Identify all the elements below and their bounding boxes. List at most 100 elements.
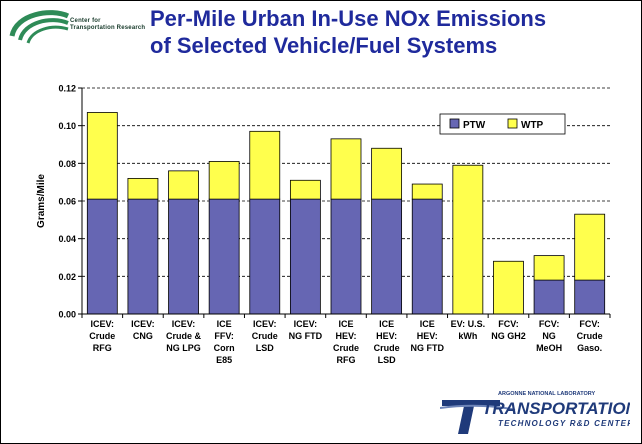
bar-wtp-11 bbox=[533, 255, 565, 281]
y-tick-label-1: 0.02 bbox=[58, 272, 76, 282]
x-tick-label-line: NG FTD bbox=[289, 331, 323, 341]
bar-wtp-3 bbox=[208, 161, 240, 200]
x-tick-label-line: Corn bbox=[214, 343, 235, 353]
bar-wtp-4 bbox=[249, 130, 281, 200]
y-axis-label: Grams/Mile bbox=[36, 174, 47, 228]
bar-ptw-6 bbox=[330, 198, 362, 315]
x-tick-label-line: RFG bbox=[337, 355, 356, 365]
x-tick-label-0: ICEV: Crude RFG bbox=[89, 319, 115, 353]
y-tick-label-2: 0.04 bbox=[58, 234, 76, 244]
legend-box bbox=[439, 113, 566, 135]
x-tick-label-line: NG LPG bbox=[166, 343, 201, 353]
footer-main-text: TRANSPORTATION bbox=[482, 399, 630, 418]
logo-text-line1: Center for bbox=[70, 18, 101, 24]
x-tick-label-line: ICEV: bbox=[294, 319, 318, 329]
y-tick-label-5: 0.10 bbox=[58, 121, 76, 131]
x-tick-label-line: HEV: bbox=[376, 331, 397, 341]
x-tick-label-1: ICEV: CNG bbox=[131, 319, 155, 341]
x-tick-label-line: Gaso. bbox=[577, 343, 602, 353]
x-tick-label-line: Crude bbox=[577, 331, 603, 341]
x-tick-label-line: Crude bbox=[333, 343, 359, 353]
x-tick-label-9: EV: U.S. kWh bbox=[451, 319, 486, 341]
x-tick-label-line: Crude & bbox=[166, 331, 202, 341]
bar-wtp-7 bbox=[371, 147, 403, 200]
legend-swatch-ptw bbox=[449, 118, 460, 129]
bar-ptw-2 bbox=[168, 198, 199, 315]
x-tick-label-line: ICE bbox=[217, 319, 232, 329]
y-tick-label-3: 0.06 bbox=[58, 197, 76, 207]
x-tick-label-line: kWh bbox=[458, 331, 477, 341]
x-tick-label-line: E85 bbox=[216, 355, 232, 365]
x-tick-label-line: ICEV: bbox=[172, 319, 196, 329]
x-tick-label-line: FCV: bbox=[579, 319, 600, 329]
legend-swatch-wtp bbox=[507, 118, 518, 129]
bar-ptw-1 bbox=[127, 198, 159, 315]
logo-swoosh-2 bbox=[18, 18, 69, 41]
logo-text-line2: Transportation Research bbox=[70, 25, 146, 31]
x-tick-label-6: ICE HEV: Crude RFG bbox=[333, 319, 359, 365]
title-line-1: Per-Mile Urban In-Use NOx Emissions bbox=[150, 6, 547, 31]
x-tick-label-line: ICEV: bbox=[253, 319, 277, 329]
bar-wtp-5 bbox=[289, 179, 321, 200]
x-tick-label-11: FCV: NG MeOH bbox=[536, 319, 562, 353]
x-tick-label-line: CNG bbox=[133, 331, 153, 341]
bar-ptw-8 bbox=[411, 198, 443, 315]
x-tick-label-line: NG bbox=[542, 331, 556, 341]
y-tick-label-0: 0.00 bbox=[58, 310, 76, 320]
x-tick-label-3: ICE FFV: Corn E85 bbox=[214, 319, 235, 365]
footer-swoosh bbox=[440, 404, 516, 411]
x-tick-label-line: NG GH2 bbox=[491, 331, 526, 341]
bar-wtp-8 bbox=[411, 183, 443, 200]
x-tick-label-5: ICEV: NG FTD bbox=[289, 319, 323, 341]
x-tick-label-line: ICE bbox=[420, 319, 435, 329]
bar-ptw-12 bbox=[574, 279, 606, 315]
bar-wtp-2 bbox=[168, 170, 199, 200]
slide-title: Per-Mile Urban In-Use NOx Emissions of S… bbox=[150, 5, 590, 59]
bar-wtp-1 bbox=[127, 177, 159, 200]
title-line-2: of Selected Vehicle/Fuel Systems bbox=[150, 33, 498, 58]
x-tick-label-line: Crude bbox=[374, 343, 400, 353]
x-tick-label-4: ICEV: Crude LSD bbox=[252, 319, 278, 353]
bar-ptw-4 bbox=[249, 198, 281, 315]
bar-wtp-10 bbox=[493, 260, 524, 315]
logo-text: Center for Transportation Research bbox=[70, 18, 145, 32]
x-tick-label-line: HEV: bbox=[417, 331, 438, 341]
x-tick-label-line: RFG bbox=[93, 343, 112, 353]
x-tick-label-line: Crude bbox=[252, 331, 278, 341]
x-tick-label-2: ICEV: Crude & NG LPG bbox=[166, 319, 202, 353]
x-tick-label-line: ICEV: bbox=[131, 319, 155, 329]
x-tick-label-line: ICEV: bbox=[91, 319, 115, 329]
y-tick-label-4: 0.08 bbox=[58, 159, 76, 169]
x-tick-label-line: FCV: bbox=[498, 319, 519, 329]
x-tick-label-line: EV: U.S. bbox=[451, 319, 486, 329]
bar-wtp-12 bbox=[574, 213, 606, 281]
footer-sub-text: TECHNOLOGY R&D CENTER bbox=[498, 419, 630, 428]
transportation-rd-center-logo: ARGONNE NATIONAL LABORATORY TRANSPORTATI… bbox=[440, 391, 630, 434]
x-tick-label-line: FFV: bbox=[214, 331, 234, 341]
x-tick-label-line: ICE bbox=[338, 319, 353, 329]
x-tick-label-line: LSD bbox=[378, 355, 397, 365]
x-tick-label-7: ICE HEV: Crude LSD bbox=[374, 319, 400, 365]
x-tick-label-line: NG FTD bbox=[410, 343, 444, 353]
x-tick-label-line: LSD bbox=[256, 343, 275, 353]
x-tick-label-line: MeOH bbox=[536, 343, 562, 353]
footer-top-text: ARGONNE NATIONAL LABORATORY bbox=[498, 391, 595, 397]
x-tick-label-8: ICE HEV: NG FTD bbox=[410, 319, 444, 353]
x-tick-label-10: FCV: NG GH2 bbox=[491, 319, 526, 341]
x-tick-label-12: FCV: Crude Gaso. bbox=[577, 319, 603, 353]
bar-ptw-0 bbox=[86, 198, 118, 315]
x-tick-label-line: Crude bbox=[89, 331, 115, 341]
bar-ptw-3 bbox=[208, 198, 240, 315]
bar-ptw-5 bbox=[289, 198, 321, 315]
footer-t-mark bbox=[442, 400, 500, 434]
bar-wtp-0 bbox=[86, 112, 118, 200]
logo-swoosh-3 bbox=[26, 25, 69, 44]
legend-label-ptw: PTW bbox=[463, 120, 486, 131]
logo-swoosh-1 bbox=[9, 10, 70, 37]
y-tick-label-6: 0.12 bbox=[58, 84, 76, 94]
ctr-logo bbox=[6, 6, 136, 48]
bar-ptw-11 bbox=[533, 279, 565, 315]
x-tick-label-line: ICE bbox=[379, 319, 394, 329]
x-tick-label-line: FCV: bbox=[539, 319, 560, 329]
